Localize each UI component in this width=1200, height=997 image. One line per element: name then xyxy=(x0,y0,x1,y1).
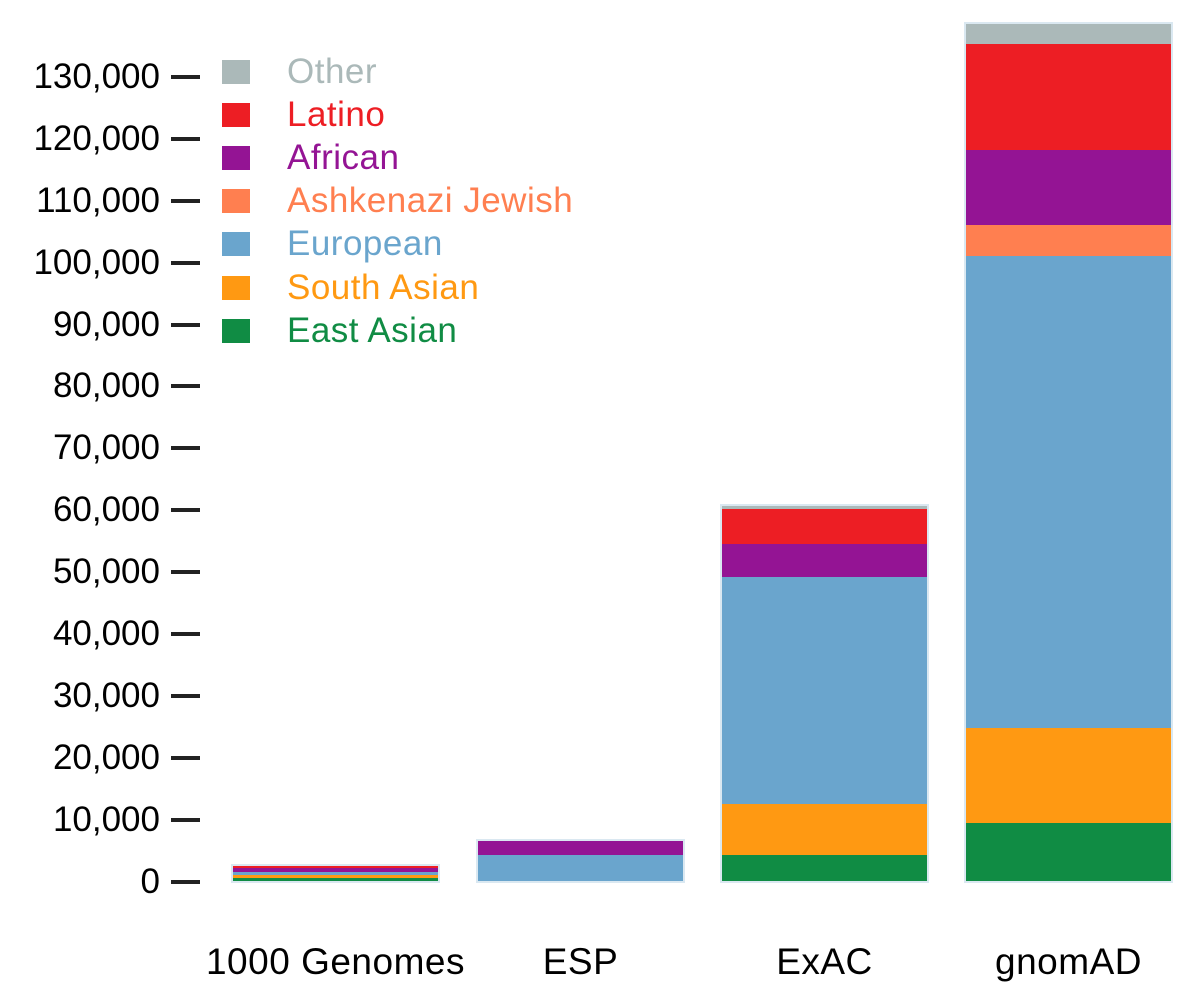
legend-color-swatch xyxy=(222,145,250,170)
bar-esp xyxy=(478,841,683,882)
y-axis-tick-label: 110,000 xyxy=(36,180,160,220)
y-axis-tick-label: 70,000 xyxy=(52,428,160,468)
bar-segment-latino xyxy=(233,866,438,869)
legend-color-swatch xyxy=(222,275,250,300)
y-axis-tick-label: 40,000 xyxy=(52,613,160,653)
bar-segment-european xyxy=(966,256,1171,728)
y-axis-tick-label: 130,000 xyxy=(33,57,160,96)
y-axis-tick-mark xyxy=(171,136,200,141)
y-axis-tick-label: 30,000 xyxy=(52,675,160,715)
y-axis-tick-label: 120,000 xyxy=(33,118,160,158)
bar-segment-east-asian xyxy=(966,823,1171,882)
y-axis-tick-label: 20,000 xyxy=(52,737,160,777)
legend-label: African xyxy=(287,137,400,177)
x-axis-label: gnomAD xyxy=(995,941,1142,982)
y-axis-tick-label: 80,000 xyxy=(52,366,160,406)
legend-label: Latino xyxy=(287,94,386,134)
y-axis-tick-mark xyxy=(171,322,200,327)
y-axis-tick-mark xyxy=(171,198,200,203)
legend-label: European xyxy=(287,224,443,264)
legend-item-south-asian: South Asian xyxy=(222,266,622,309)
y-axis-tick-label: 90,000 xyxy=(52,304,160,344)
legend-item-east-asian: East Asian xyxy=(222,309,622,352)
bar-segment-european xyxy=(233,872,438,876)
bar-segment-african xyxy=(233,868,438,873)
y-axis-tick-mark xyxy=(171,75,200,79)
bar-segment-other xyxy=(722,505,927,509)
legend-item-african: African xyxy=(222,136,622,179)
legend-item-european: European xyxy=(222,223,622,266)
y-axis-tick-mark xyxy=(171,879,200,884)
legend-color-swatch xyxy=(222,189,250,214)
legend-item-other: Other xyxy=(222,50,622,93)
legend-color-swatch xyxy=(222,318,250,343)
bar-segment-east-asian xyxy=(233,878,438,882)
y-axis-tick-label: 10,000 xyxy=(52,799,160,839)
y-axis-tick-label: 50,000 xyxy=(52,552,160,592)
y-axis-tick-mark xyxy=(171,631,200,636)
bar-1000-genomes xyxy=(233,866,438,882)
bar-segment-ashkenazi-jewish xyxy=(966,224,1171,257)
x-axis-label: 1000 Genomes xyxy=(205,941,465,982)
y-axis-tick-mark xyxy=(171,755,200,760)
legend-item-ashkenazi-jewish: Ashkenazi Jewish xyxy=(222,180,622,223)
legend-color-swatch xyxy=(222,59,250,84)
bar-segment-south-asian xyxy=(722,803,927,855)
y-axis-tick-mark xyxy=(171,384,200,389)
y-axis-tick-mark xyxy=(171,446,200,451)
bar-segment-latino xyxy=(966,43,1171,151)
bar-segment-other xyxy=(966,23,1171,44)
legend-label: Other xyxy=(287,51,378,91)
bar-segment-european xyxy=(478,854,683,882)
y-axis-tick-mark xyxy=(171,570,200,575)
bar-exac xyxy=(722,505,927,882)
bar-segment-south-asian xyxy=(966,727,1171,824)
x-axis-label: ExAC xyxy=(776,941,873,982)
bar-segment-latino xyxy=(722,508,927,545)
legend-item-latino: Latino xyxy=(222,93,622,136)
y-axis-tick-mark xyxy=(171,508,200,513)
x-axis-label: ESP xyxy=(542,941,619,982)
legend-label: Ashkenazi Jewish xyxy=(287,181,574,221)
y-axis-tick-mark xyxy=(171,693,200,698)
bar-segment-african xyxy=(478,841,683,855)
y-axis-tick-mark xyxy=(171,260,200,265)
bar-segment-african xyxy=(966,150,1171,225)
y-axis-tick-mark xyxy=(171,817,200,822)
y-axis-tick-label: 100,000 xyxy=(33,242,160,282)
y-axis-tick-label: 60,000 xyxy=(52,490,160,530)
bar-segment-south-asian xyxy=(233,875,438,879)
y-axis-tick-label: 0 xyxy=(140,861,160,901)
legend-label: South Asian xyxy=(287,267,480,307)
legend-label: East Asian xyxy=(287,310,458,350)
bar-segment-east-asian xyxy=(722,854,927,882)
legend-color-swatch xyxy=(222,232,250,257)
bar-segment-african xyxy=(722,544,927,577)
bar-segment-european xyxy=(722,576,927,804)
bar-gnomad xyxy=(966,23,1171,882)
legend-color-swatch xyxy=(222,102,250,127)
